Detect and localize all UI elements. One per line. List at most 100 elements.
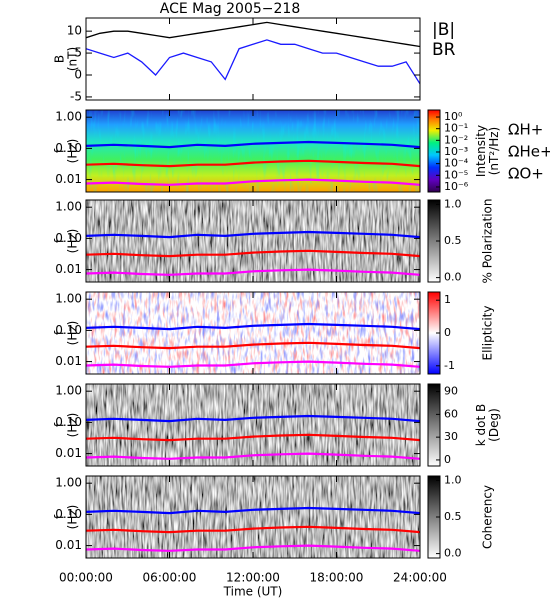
colorbar-label: % Polarization — [481, 199, 495, 284]
colorbar-label: (Deg) — [487, 408, 501, 442]
legend-entry: ΩH+ — [508, 121, 543, 139]
legend-entry: |B| — [432, 20, 455, 40]
y-tick-label: 0 — [74, 68, 82, 82]
y-axis-label: (nT) — [66, 47, 80, 71]
colorbar-label: (nT²/Hz) — [487, 127, 501, 175]
y-tick-label: 0.01 — [55, 172, 82, 186]
colorbar-tick-label: 0 — [444, 326, 451, 339]
series-line — [86, 140, 420, 149]
colorbar-tick-label: 0 — [444, 453, 451, 466]
colorbar-label: Coherency — [481, 485, 495, 549]
colorbar-tick-label: 1.0 — [444, 197, 462, 210]
y-tick-label: 0.01 — [55, 354, 82, 368]
x-tick-label: 00:00:00 — [59, 571, 113, 585]
chart-title: ACE Mag 2005−218 — [160, 1, 300, 17]
series-line — [86, 178, 420, 186]
plot-area — [86, 21, 420, 85]
colorbar-tick-label: 0.0 — [444, 271, 462, 284]
plot-area — [86, 110, 420, 192]
series-line — [86, 360, 420, 368]
x-tick-label: 24:00:00 — [393, 571, 447, 585]
y-tick-label: 1.00 — [55, 292, 82, 306]
y-axis-label: (Hz) — [66, 139, 80, 164]
plot-area — [86, 200, 420, 282]
colorbar-tick-label: 0.5 — [444, 510, 462, 523]
spectrogram-noise — [86, 110, 420, 192]
series-line — [86, 525, 420, 534]
plot-area — [86, 292, 420, 374]
y-axis-label: f — [53, 330, 67, 335]
colorbar-tick-label: 30 — [444, 430, 458, 443]
series-line — [86, 322, 420, 331]
colorbar-label: Ellipticity — [481, 306, 495, 361]
y-tick-label: 0.10 — [55, 231, 82, 245]
spectrogram — [86, 384, 420, 466]
spectrogram — [86, 476, 420, 558]
y-tick-label: 0.01 — [55, 446, 82, 460]
y-tick-label: 5 — [74, 46, 82, 60]
colorbar-tick-label: 10⁻⁶ — [444, 180, 469, 193]
plot-area — [86, 476, 420, 558]
series-line — [86, 433, 420, 442]
y-axis-label: (Hz) — [66, 321, 80, 346]
legend-entry: ΩHe+ — [508, 143, 550, 161]
colorbar-tick-label: 10⁻³ — [444, 145, 468, 158]
y-tick-label: 0.10 — [55, 141, 82, 155]
colorbar-tick-label: 90 — [444, 385, 458, 398]
y-tick-label: 0.10 — [55, 323, 82, 337]
y-tick-label: 10 — [67, 24, 82, 38]
series-line — [86, 159, 420, 168]
x-axis-label: Time (UT) — [223, 585, 283, 599]
series-line — [86, 506, 420, 515]
series-line — [86, 39, 420, 85]
colorbar-tick-label: 60 — [444, 407, 458, 420]
colorbar — [427, 383, 441, 467]
series-line — [86, 452, 420, 460]
spectrogram — [86, 200, 420, 282]
plot-area — [86, 384, 420, 466]
y-axis-label: B — [53, 55, 67, 63]
colorbar — [427, 109, 441, 193]
y-tick-label: 0.10 — [55, 415, 82, 429]
colorbar-label: Intensity — [474, 125, 488, 177]
colorbar-tick-label: 0.0 — [444, 547, 462, 560]
legend-entry: ΩO+ — [508, 165, 544, 183]
colorbar-tick-label: 10⁰ — [444, 110, 463, 123]
series-line — [86, 21, 420, 48]
colorbar-tick-label: 10⁻⁵ — [444, 168, 468, 181]
y-axis-label: f — [53, 148, 67, 153]
x-tick-label: 12:00:00 — [226, 571, 280, 585]
y-axis-label: (Hz) — [66, 229, 80, 254]
y-axis-label: f — [53, 238, 67, 243]
y-tick-label: 1.00 — [55, 200, 82, 214]
y-tick-label: 1.00 — [55, 384, 82, 398]
series-line — [86, 230, 420, 239]
y-axis-label: (Hz) — [66, 505, 80, 530]
legend-entry: BR — [432, 40, 456, 60]
colorbar-tick-label: -1 — [444, 359, 455, 372]
y-axis-label: f — [53, 422, 67, 427]
y-tick-label: 1.00 — [55, 110, 82, 124]
series-line — [86, 249, 420, 258]
colorbar-tick-label: 1 — [444, 293, 451, 306]
colorbar-tick-label: 10⁻² — [444, 133, 468, 146]
x-tick-label: 06:00:00 — [143, 571, 197, 585]
colorbar-tick-label: 1.0 — [444, 473, 462, 486]
y-tick-label: 1.00 — [55, 476, 82, 490]
x-tick-label: 18:00:00 — [310, 571, 364, 585]
colorbar-tick-label: 10⁻¹ — [444, 122, 468, 135]
colorbar-tick-label: 0.5 — [444, 234, 462, 247]
series-line — [86, 341, 420, 350]
series-line — [86, 268, 420, 276]
y-tick-label: 0.01 — [55, 538, 82, 552]
y-tick-label: 0.01 — [55, 262, 82, 276]
y-axis-label: (Hz) — [66, 413, 80, 438]
colorbar-label: k dot B — [474, 404, 488, 446]
y-axis-label: f — [53, 514, 67, 519]
y-tick-label: -5 — [70, 89, 82, 103]
spectrogram-blue — [86, 292, 420, 374]
y-tick-label: 0.10 — [55, 507, 82, 521]
colorbar-tick-label: 10⁻⁴ — [444, 157, 469, 170]
series-line — [86, 414, 420, 423]
